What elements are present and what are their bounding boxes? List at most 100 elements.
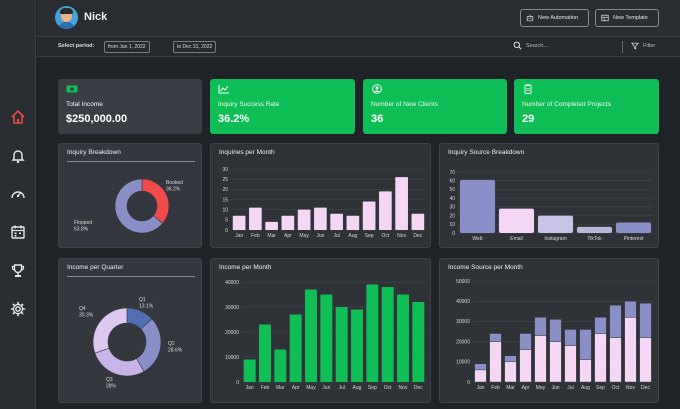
x-tick-label: Oct [381, 233, 389, 239]
slice-value-label: 28% [106, 384, 117, 390]
date-from-field[interactable]: from Jan 1, 2022 [104, 41, 150, 53]
x-tick-label: Dec [641, 385, 650, 391]
bar [243, 359, 256, 382]
slice-label: Flopped [74, 220, 92, 226]
bar [639, 337, 652, 383]
x-tick-label: Apr [284, 233, 292, 239]
bar [609, 305, 622, 338]
bar [335, 307, 348, 382]
bar [314, 207, 327, 230]
panel-income-source: Income Source per Month 0 10000 20000 30000… [439, 258, 659, 403]
search-input[interactable]: Search... [513, 41, 548, 50]
x-tick-label: Jul [333, 233, 339, 239]
y-tick-label: 0 [452, 231, 455, 237]
inquiry-source-chart: 0 10 20 30 40 50 60 70 Web Email Instagram TikTok Pi… [449, 170, 653, 242]
top-header: Nick New Automation New Template [37, 0, 680, 37]
filter-bar: Select period: from Jan 1, 2022 to Dec 3… [37, 37, 680, 57]
panel-title: Income per Quarter [67, 264, 124, 271]
dashboard-gauge-icon[interactable] [9, 185, 27, 203]
x-tick-label: Mar [267, 233, 276, 239]
x-tick-label: Sep [365, 233, 374, 239]
y-tick-label: 15 [222, 197, 228, 203]
bar [489, 341, 502, 383]
x-tick-label: May [299, 233, 309, 239]
x-tick-label: TikTok [587, 236, 602, 242]
slice-label: Booked [166, 180, 183, 186]
bar [330, 213, 343, 230]
bar [504, 361, 517, 383]
kpi-inquiry-success: Inquiry Success Rate 36.2% [210, 79, 355, 134]
bar [498, 208, 535, 233]
pie-slice [141, 178, 170, 224]
bar [366, 284, 379, 382]
bar [281, 215, 295, 230]
new-template-label: New Template [613, 15, 648, 21]
filter-icon [631, 42, 639, 50]
x-tick-label: Nov [626, 385, 635, 391]
bar [624, 317, 637, 383]
slice-label: Q4 [79, 306, 86, 312]
chart-icon [218, 85, 229, 94]
x-tick-label: Sep [368, 385, 377, 391]
search-placeholder: Search... [526, 42, 549, 49]
y-tick-label: 5 [225, 218, 228, 224]
trophy-icon[interactable] [9, 262, 27, 280]
y-tick-label: 40000 [225, 280, 239, 286]
kpi-value: $250,000.00 [66, 113, 128, 125]
y-tick-label: 60 [449, 179, 455, 185]
x-tick-label: Aug [353, 385, 362, 391]
bar [534, 335, 547, 383]
x-tick-label: Jan [235, 233, 243, 239]
panel-title: Inquiries per Month [219, 149, 275, 156]
y-tick-label: 30 [449, 205, 455, 211]
divider [67, 161, 195, 162]
pie-slice [94, 347, 145, 377]
panel-title: Income per Month [219, 264, 272, 271]
bar [412, 302, 425, 382]
filter-button[interactable]: Filter [631, 42, 655, 50]
settings-gear-icon[interactable] [9, 300, 27, 318]
x-tick-label: Sep [596, 385, 605, 391]
new-automation-button[interactable]: New Automation [520, 9, 589, 27]
x-tick-label: Jul [567, 385, 573, 391]
search-icon [513, 41, 522, 50]
home-icon[interactable] [9, 108, 27, 126]
new-template-button[interactable]: New Template [595, 9, 659, 27]
kpi-label: Number of New Clients [371, 101, 438, 108]
x-tick-label: Jan [246, 385, 254, 391]
x-tick-label: Apr [292, 385, 300, 391]
user-circle-icon [372, 84, 382, 94]
calendar-icon[interactable] [9, 223, 27, 241]
kpi-label: Inquiry Success Rate [218, 101, 280, 108]
y-tick-label: 25 [222, 177, 228, 183]
y-tick-label: 20 [222, 187, 228, 193]
bar [346, 215, 360, 230]
x-tick-label: Feb [261, 385, 270, 391]
x-tick-label: Jan [476, 385, 484, 391]
x-tick-label: Feb [491, 385, 500, 391]
bar [534, 317, 547, 336]
x-tick-label: May [306, 385, 316, 391]
bar [564, 345, 577, 383]
panel-title: Inquiry Source Breakdown [448, 149, 525, 156]
date-to-field[interactable]: to Dec 31, 2022 [173, 41, 217, 53]
panel-inquiries-per-month: Inquiries per Month 0 5 10 15 20 25 30 Jan Feb Ma… [210, 143, 431, 248]
bell-icon[interactable] [9, 147, 27, 165]
bar [474, 369, 487, 383]
bar [537, 215, 574, 233]
income-per-month-chart: 0 10000 20000 30000 40000 Jan Feb Mar Apr May Jun J… [225, 280, 426, 391]
bar [232, 215, 246, 230]
kpi-value: 29 [522, 113, 535, 125]
slice-value-label: 28.6% [168, 348, 183, 354]
x-tick-label: Aug [581, 385, 590, 391]
kpi-new-clients: Number of New Clients 36 [363, 79, 507, 134]
slice-value-label: 13.1% [139, 304, 154, 310]
y-tick-label: 30000 [456, 319, 470, 325]
bar [379, 191, 392, 230]
y-tick-label: 40 [449, 196, 455, 202]
avatar[interactable] [55, 6, 78, 29]
x-tick-label: May [536, 385, 546, 391]
x-tick-label: Nov [397, 233, 406, 239]
